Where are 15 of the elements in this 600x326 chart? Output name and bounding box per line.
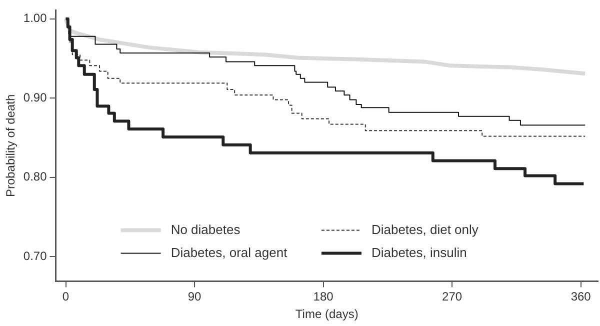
legend-label: No diabetes xyxy=(170,222,241,237)
legend-label: Diabetes, diet only xyxy=(371,222,479,237)
x-tick-label: 270 xyxy=(442,290,462,304)
x-tick-label: 360 xyxy=(570,290,592,304)
y-tick-label: 0.70 xyxy=(23,248,48,263)
y-tick-label: 0.80 xyxy=(23,170,48,184)
x-tick-label: 90 xyxy=(188,290,202,304)
y-tick-label: 0.90 xyxy=(23,90,48,104)
legend-label: Diabetes, insulin xyxy=(371,244,467,260)
x-tick-label: 180 xyxy=(313,290,334,304)
legend-label: Diabetes, oral agent xyxy=(170,244,288,260)
y-tick-label: 1.00 xyxy=(23,11,48,26)
x-axis-title: Time (days) xyxy=(295,307,358,322)
y-axis-title: Probability of death xyxy=(4,94,18,198)
x-tick-label: 0 xyxy=(62,290,70,304)
